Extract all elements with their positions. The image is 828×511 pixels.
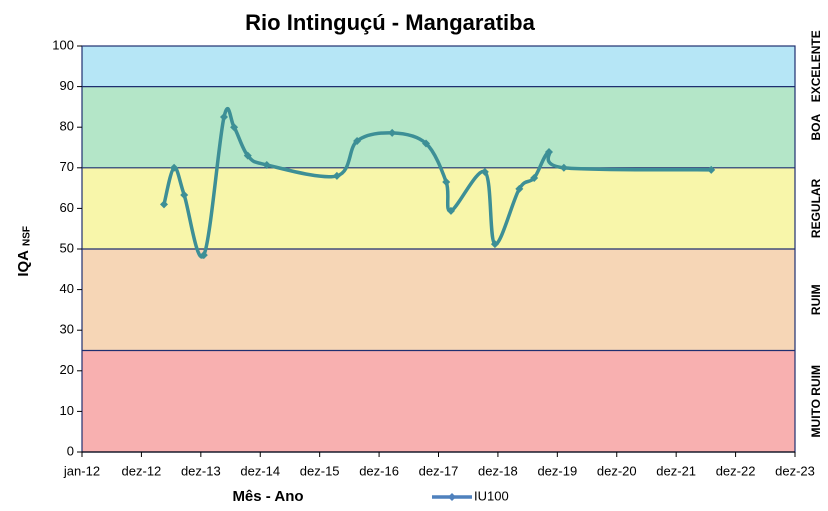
band-label: EXCELENTE bbox=[809, 30, 823, 102]
band bbox=[82, 249, 795, 351]
point bbox=[559, 163, 568, 172]
band-label: RUIM bbox=[809, 284, 823, 315]
x-tick-label: dez-16 bbox=[359, 463, 399, 478]
y-tick-label: 60 bbox=[60, 200, 74, 215]
x-tick-label: jan-12 bbox=[63, 463, 100, 478]
band-label: REGULAR bbox=[809, 178, 823, 238]
point bbox=[199, 251, 208, 260]
point bbox=[545, 147, 554, 156]
point bbox=[530, 173, 539, 182]
point bbox=[332, 171, 341, 180]
y-axis-label-sub: NSF bbox=[22, 226, 33, 246]
point bbox=[220, 113, 229, 122]
point bbox=[353, 137, 362, 146]
point bbox=[490, 240, 499, 249]
y-axis-label: IQA NSF bbox=[15, 226, 33, 277]
point bbox=[262, 160, 271, 169]
x-tick-label: dez-14 bbox=[240, 463, 280, 478]
y-tick-label: 70 bbox=[60, 159, 74, 174]
x-tick-label: dez-12 bbox=[122, 463, 162, 478]
point bbox=[230, 123, 239, 132]
point bbox=[446, 206, 455, 215]
point bbox=[180, 191, 189, 200]
point bbox=[422, 139, 431, 148]
y-axis-label-main: IQA bbox=[15, 250, 32, 277]
y-tick-label: 0 bbox=[67, 443, 74, 458]
band-label: BOA bbox=[809, 114, 823, 141]
y-tick-label: 20 bbox=[60, 362, 74, 377]
y-tick-label: 10 bbox=[60, 403, 74, 418]
x-tick-label: dez-21 bbox=[656, 463, 696, 478]
band-label: MUITO RUIM bbox=[809, 365, 823, 437]
y-tick-label: 30 bbox=[60, 322, 74, 337]
x-tick-label: dez-19 bbox=[537, 463, 577, 478]
point bbox=[388, 128, 397, 137]
x-tick-label: dez-17 bbox=[419, 463, 459, 478]
x-tick-label: dez-18 bbox=[478, 463, 518, 478]
point bbox=[243, 151, 252, 160]
point bbox=[159, 200, 168, 209]
x-tick-label: dez-22 bbox=[716, 463, 756, 478]
y-tick-label: 50 bbox=[60, 240, 74, 255]
x-tick-label: dez-13 bbox=[181, 463, 221, 478]
y-tick-label: 90 bbox=[60, 78, 74, 93]
point bbox=[515, 184, 524, 193]
band bbox=[82, 167, 795, 249]
y-tick-label: 100 bbox=[52, 37, 74, 52]
x-tick-label: dez-23 bbox=[775, 463, 815, 478]
band bbox=[82, 46, 795, 87]
point bbox=[170, 163, 179, 172]
legend-label: IU100 bbox=[474, 488, 509, 503]
band bbox=[82, 86, 795, 168]
chart-title: Rio Intinguçú - Mangaratiba bbox=[245, 10, 535, 35]
x-tick-label: dez-15 bbox=[300, 463, 340, 478]
x-tick-label: dez-20 bbox=[597, 463, 637, 478]
x-axis-label: Mês - Ano bbox=[232, 488, 303, 505]
y-tick-label: 40 bbox=[60, 281, 74, 296]
point bbox=[707, 165, 716, 174]
band bbox=[82, 350, 795, 452]
legend-marker bbox=[448, 493, 456, 501]
point bbox=[480, 167, 489, 176]
y-tick-label: 80 bbox=[60, 119, 74, 134]
point bbox=[442, 178, 451, 187]
